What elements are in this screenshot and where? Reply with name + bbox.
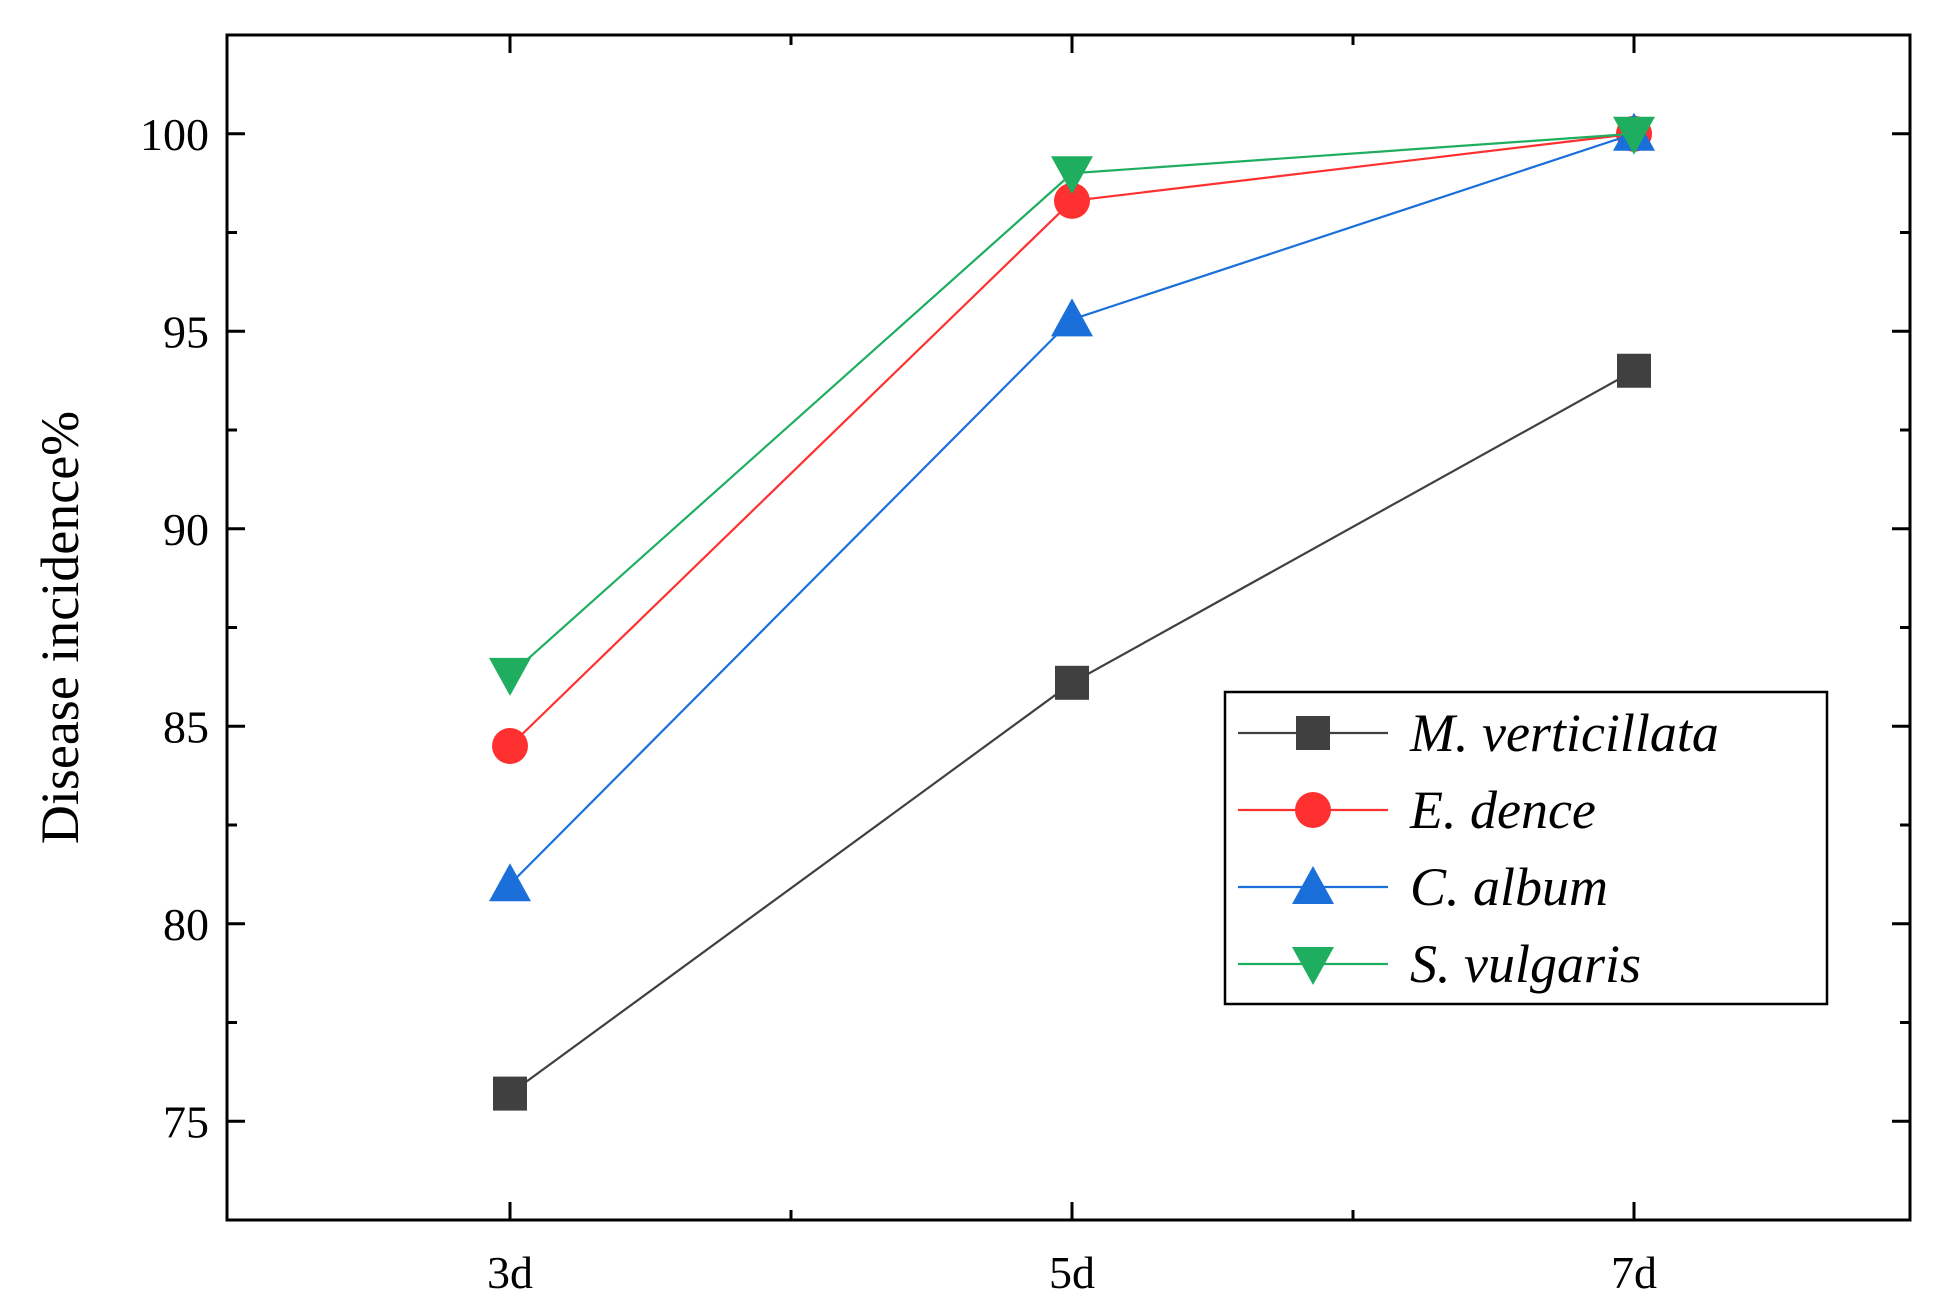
series-2 <box>489 112 1655 902</box>
legend-marker <box>1292 866 1334 904</box>
series-layer <box>489 112 1655 1111</box>
data-point <box>489 863 531 902</box>
legend: M. verticillata E. dence C. album S. vulgar… <box>1223 690 1829 1006</box>
y-tick-label: 85 <box>163 701 209 752</box>
y-tick-label: 75 <box>163 1096 209 1147</box>
legend-item: S. vulgaris <box>1238 934 1641 994</box>
series-3 <box>489 116 1655 696</box>
data-point <box>493 1076 527 1111</box>
data-point <box>1613 116 1655 155</box>
data-point <box>1617 353 1651 388</box>
x-tick-label: 3d <box>487 1247 533 1298</box>
y-axis-title: Disease incidence% <box>30 411 90 844</box>
data-point <box>492 728 528 764</box>
data-point <box>1051 298 1093 337</box>
legend-item: M. verticillata <box>1238 703 1719 763</box>
y-axis: 75 80 85 90 95 100 <box>140 33 1910 1147</box>
series-line <box>509 132 1635 747</box>
y-tick-label: 90 <box>163 504 209 555</box>
series-0 <box>493 353 1651 1111</box>
x-axis: 3d 5d 7d <box>487 35 1657 1298</box>
data-point <box>1051 156 1093 195</box>
legend-label: S. vulgaris <box>1410 934 1641 994</box>
y-tick-label: 95 <box>163 306 209 357</box>
data-point <box>489 657 531 696</box>
legend-item: E. dence <box>1238 780 1596 840</box>
y-tick-label: 100 <box>140 109 209 160</box>
legend-marker <box>1292 947 1334 985</box>
data-point <box>1055 665 1089 700</box>
legend-label: E. dence <box>1409 780 1596 840</box>
x-tick-label: 7d <box>1611 1247 1657 1298</box>
legend-label: C. album <box>1410 857 1608 917</box>
legend-marker <box>1296 716 1330 750</box>
x-tick-label: 5d <box>1049 1247 1095 1298</box>
legend-label: M. verticillata <box>1409 703 1719 763</box>
legend-item: C. album <box>1238 857 1608 917</box>
data-point <box>1054 182 1090 219</box>
legend-marker <box>1295 792 1331 828</box>
y-tick-label: 80 <box>163 899 209 950</box>
